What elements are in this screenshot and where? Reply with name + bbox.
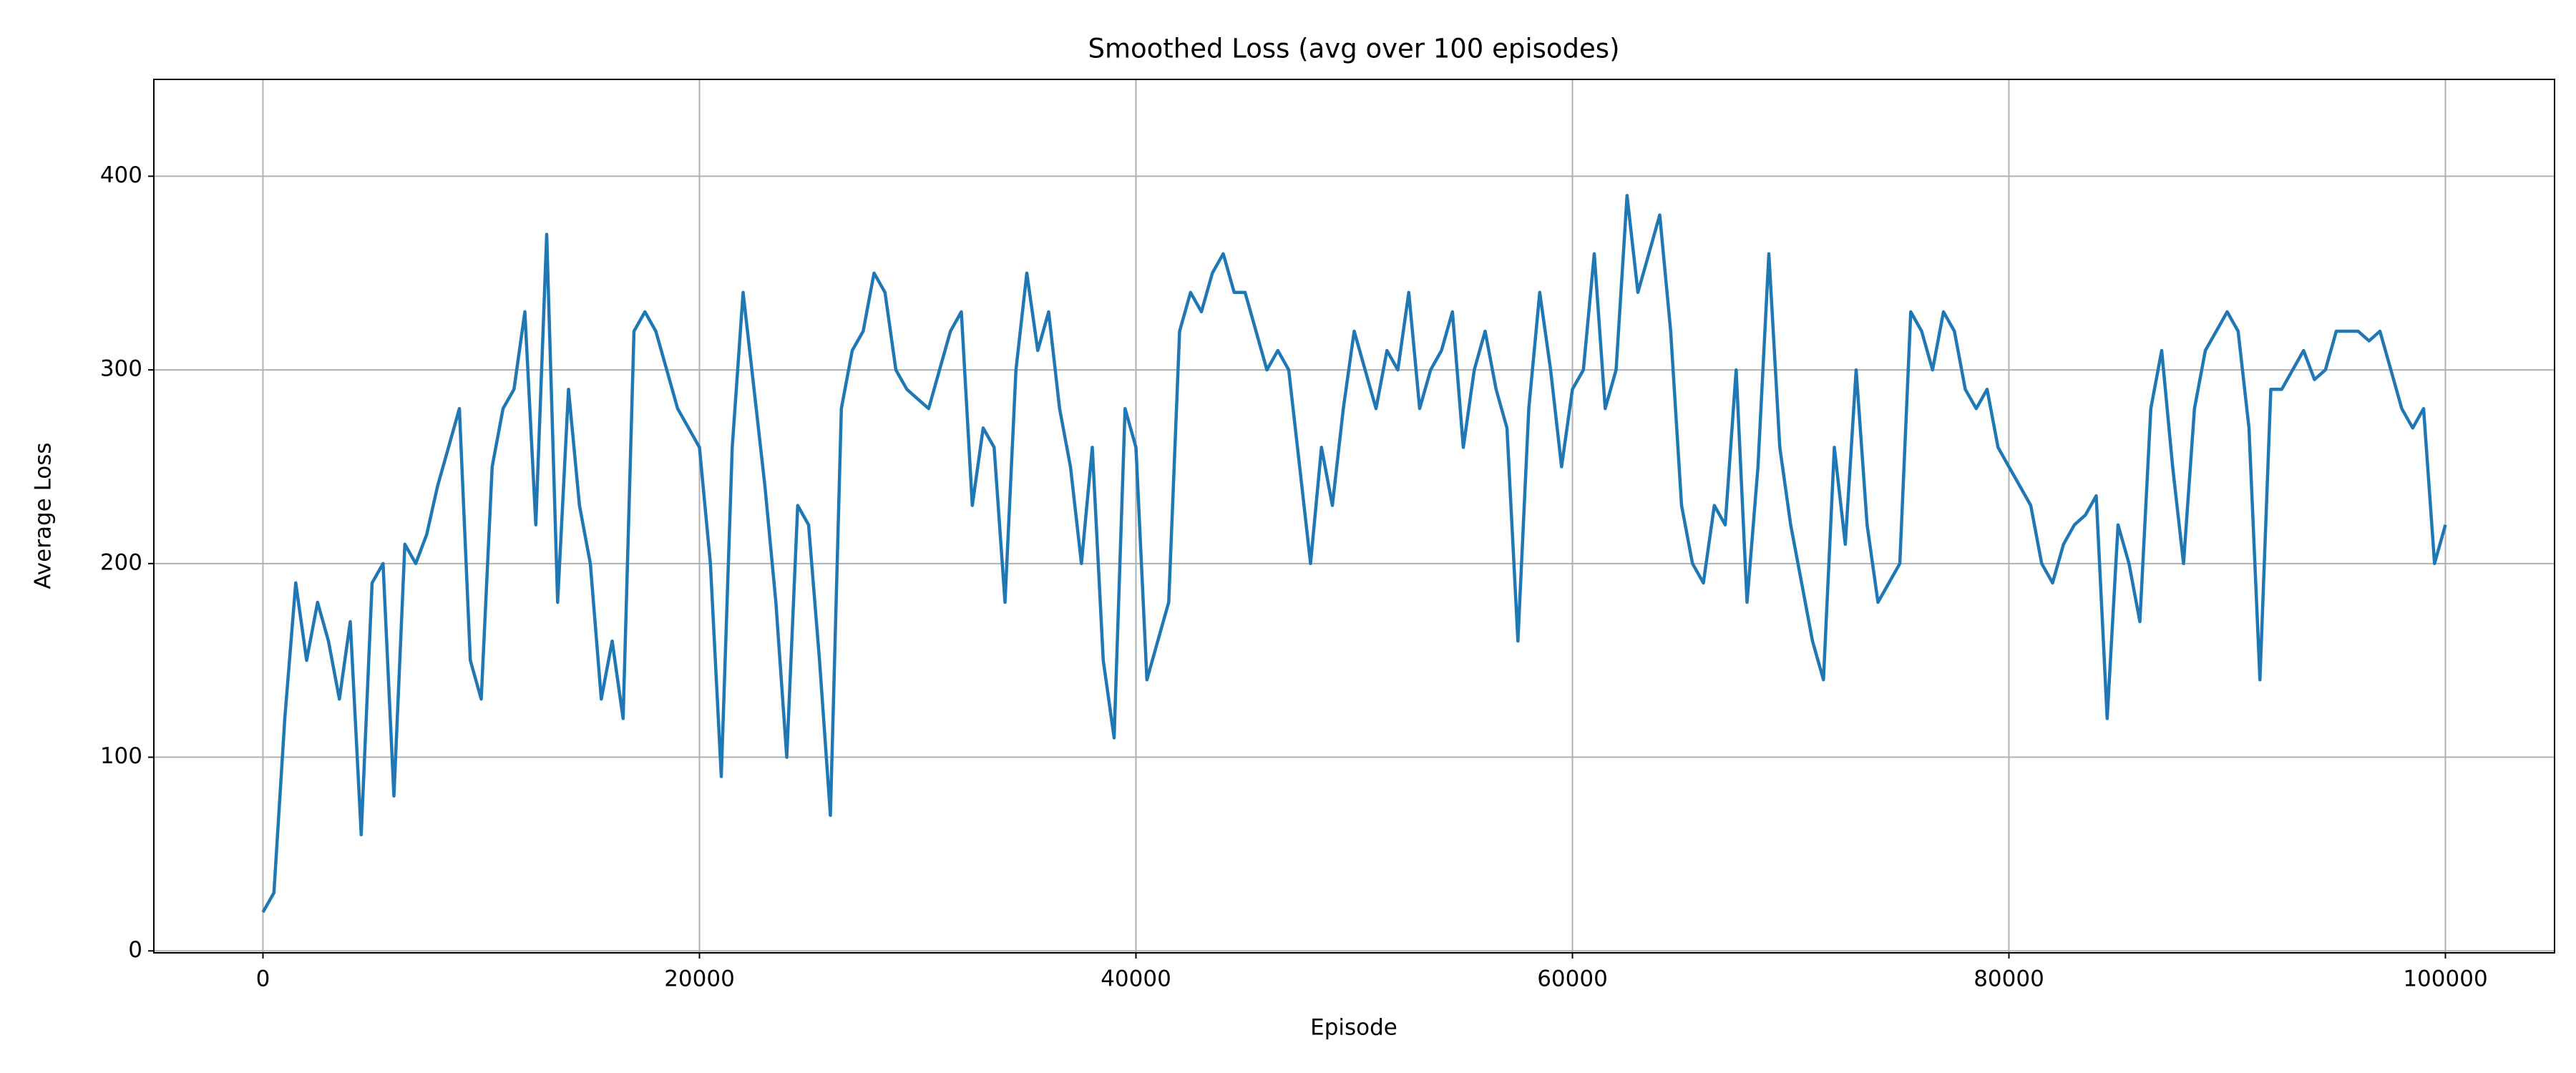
x-tick-label: 60000	[1537, 966, 1608, 992]
y-tick-label: 200	[100, 549, 142, 575]
x-tick-label: 20000	[664, 966, 735, 992]
y-tick-label: 0	[128, 937, 142, 963]
x-tick-label: 80000	[1974, 966, 2044, 992]
loss-line	[261, 194, 2447, 913]
y-axis-label: Average Loss	[31, 442, 57, 589]
chart-title: Smoothed Loss (avg over 100 episodes)	[1088, 34, 1620, 64]
x-tick-label: 0	[256, 966, 270, 992]
plot-frame	[153, 79, 2555, 954]
x-axis-label: Episode	[1310, 1015, 1397, 1041]
y-tick-label: 400	[100, 162, 142, 188]
x-tick-label: 40000	[1101, 966, 1171, 992]
y-tick-label: 300	[100, 356, 142, 382]
y-tick-label: 100	[100, 743, 142, 769]
x-tick-label: 100000	[2403, 966, 2487, 992]
